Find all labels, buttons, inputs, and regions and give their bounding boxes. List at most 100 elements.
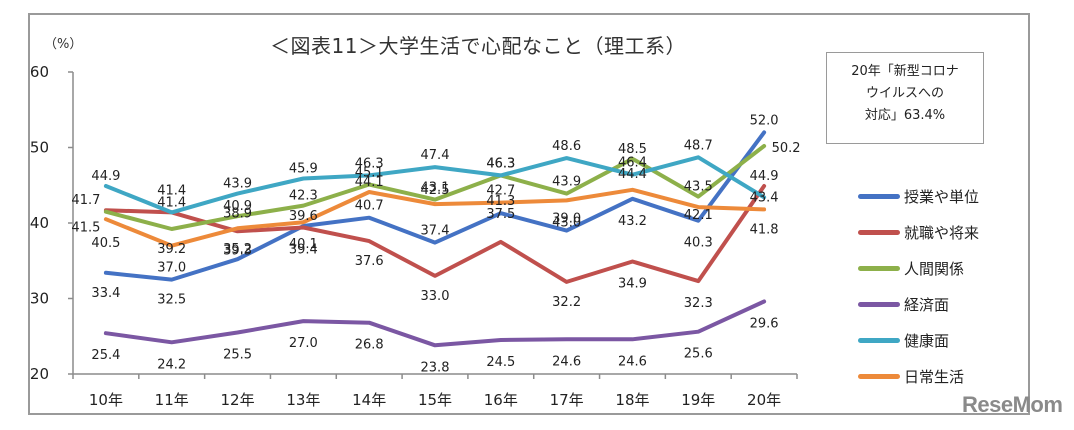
y-tick-label: 40 — [30, 214, 49, 232]
data-label: 43.5 — [684, 180, 713, 195]
data-label: 24.2 — [157, 357, 186, 372]
data-label: 39.6 — [289, 209, 318, 224]
legend-item: 授業や単位 — [858, 178, 979, 214]
legend-label: 就職や将来 — [904, 223, 980, 242]
data-label: 40.7 — [355, 199, 384, 214]
legend-swatch — [858, 193, 900, 199]
y-axis-unit: （%） — [44, 37, 83, 52]
data-label: 39.4 — [289, 243, 318, 258]
data-label: 37.6 — [355, 254, 384, 269]
annotation-line: 対応」63.4% — [864, 108, 946, 123]
x-tick-label: 18年 — [615, 391, 649, 409]
data-label: 35.2 — [223, 242, 252, 257]
annotation-line: ウイルスへの — [865, 86, 944, 101]
annotation-line: 20年「新型コロナ — [851, 64, 959, 79]
annotation-box: 20年「新型コロナ ウイルスへの 対応」63.4% — [826, 52, 984, 144]
series-line-4 — [103, 155, 767, 215]
watermark-logo: ReseMom — [962, 392, 1063, 417]
data-label: 48.6 — [552, 139, 581, 154]
legend-label: 日常生活 — [904, 367, 965, 386]
legend-item: 就職や将来 — [858, 214, 979, 250]
legend-item: 日常生活 — [858, 358, 979, 394]
data-label: 41.8 — [750, 222, 779, 237]
data-label: 25.5 — [223, 347, 252, 362]
data-label: 46.3 — [486, 156, 515, 171]
x-tick-label: 14年 — [352, 391, 386, 409]
x-tick-label: 19年 — [681, 391, 715, 409]
x-tick-label: 20年 — [747, 391, 781, 409]
legend-label: 健康面 — [904, 331, 950, 350]
data-label: 43.2 — [618, 214, 647, 229]
series-line-2 — [103, 144, 767, 231]
data-label: 42.1 — [684, 208, 713, 223]
data-label: 41.7 — [71, 193, 100, 208]
legend-swatch — [858, 301, 900, 307]
data-label: 40.9 — [223, 199, 252, 214]
data-label: 47.4 — [421, 148, 450, 163]
data-label: 33.4 — [91, 286, 120, 301]
legend-swatch — [858, 265, 900, 271]
chart-title: ＜図表11＞大学生活で心配なこと（理工系） — [270, 34, 686, 58]
data-label: 40.5 — [91, 236, 120, 251]
data-label: 50.2 — [772, 141, 801, 156]
data-label: 33.0 — [421, 289, 450, 304]
legend-swatch — [858, 229, 900, 235]
y-tick-label: 20 — [30, 365, 49, 383]
chart-frame — [28, 13, 1030, 415]
x-tick-label: 15年 — [418, 391, 452, 409]
x-tick-label: 10年 — [89, 391, 123, 409]
data-label: 37.5 — [486, 207, 515, 222]
series-lines — [103, 130, 767, 348]
data-label: 45.9 — [289, 161, 318, 176]
data-label: 39.2 — [157, 242, 186, 257]
data-label: 32.2 — [552, 295, 581, 310]
data-label: 27.0 — [289, 336, 318, 351]
data-label: 45.1 — [355, 165, 384, 180]
legend-item: 人間関係 — [858, 250, 979, 286]
data-label: 41.3 — [486, 194, 515, 209]
series-line-0 — [103, 130, 767, 282]
data-label: 44.1 — [355, 175, 384, 190]
data-label: 38.9 — [223, 206, 252, 221]
legend-label: 人間関係 — [904, 259, 965, 278]
legend-item: 経済面 — [858, 286, 979, 322]
data-label: 42.7 — [486, 184, 515, 199]
data-label: 32.5 — [157, 293, 186, 308]
data-label: 43.1 — [421, 181, 450, 196]
data-label: 24.5 — [486, 355, 515, 370]
x-tick-label: 11年 — [155, 391, 189, 409]
data-label: 25.6 — [684, 347, 713, 362]
data-label: 46.3 — [355, 156, 384, 171]
data-label: 48.5 — [618, 142, 647, 157]
data-label: 43.9 — [552, 175, 581, 190]
data-label: 24.6 — [618, 354, 647, 369]
data-label: 41.5 — [71, 221, 100, 236]
data-label: 39.0 — [552, 212, 581, 227]
data-label: 40.3 — [684, 236, 713, 251]
series-line-1 — [103, 184, 767, 284]
series-line-3 — [103, 299, 767, 348]
data-label: 39.3 — [223, 243, 252, 258]
x-tick-label: 17年 — [550, 391, 584, 409]
data-label: 43.0 — [552, 215, 581, 230]
legend: 授業や単位 就職や将来 人間関係 経済面 健康面 日常生活 — [858, 178, 979, 394]
data-label: 43.4 — [750, 190, 779, 205]
data-label: 44.4 — [618, 167, 647, 182]
data-label: 48.7 — [684, 138, 713, 153]
data-label: 42.3 — [289, 189, 318, 204]
legend-label: 経済面 — [904, 295, 950, 314]
data-label: 41.4 — [157, 183, 186, 198]
axes: 20 30 40 50 60 10年 11年 12年 13年 14年 15年 16年 17年 18年 19年… — [30, 63, 798, 409]
data-label: 42.5 — [421, 183, 450, 198]
data-label: 43.9 — [223, 177, 252, 192]
data-label: 37.4 — [421, 224, 450, 239]
legend-swatch — [858, 373, 900, 379]
data-label: 40.1 — [289, 237, 318, 252]
y-tick-label: 30 — [30, 290, 49, 308]
data-label: 44.9 — [91, 169, 120, 184]
x-tick-label: 16年 — [484, 391, 518, 409]
data-label: 26.8 — [355, 338, 384, 353]
data-label: 34.9 — [618, 277, 647, 292]
legend-item: 健康面 — [858, 322, 979, 358]
data-label: 32.3 — [684, 296, 713, 311]
